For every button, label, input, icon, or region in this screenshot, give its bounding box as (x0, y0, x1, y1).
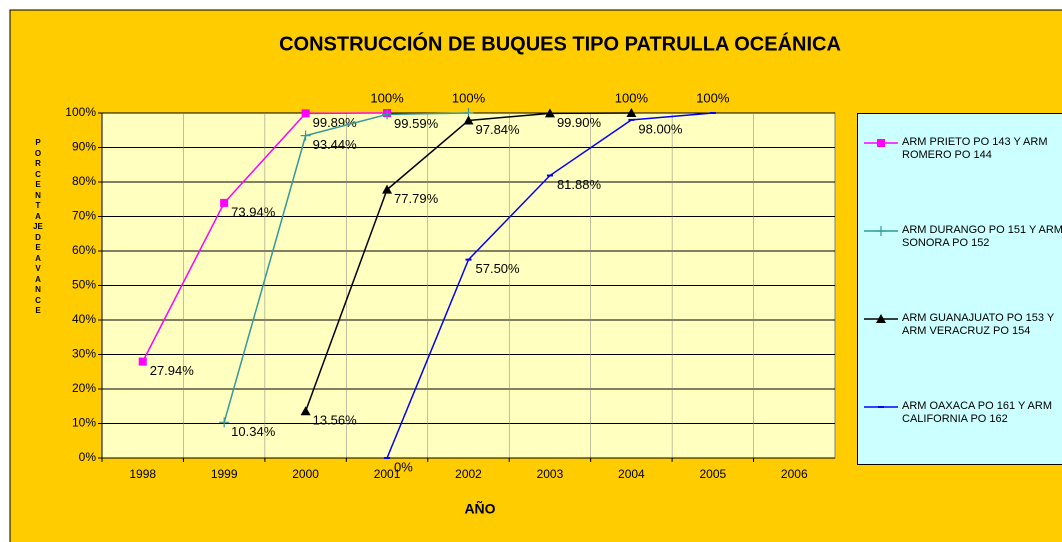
x-tick-label: 2001 (374, 467, 401, 481)
y-tick-label: 90% (72, 140, 96, 154)
x-tick-label: 2004 (618, 467, 645, 481)
data-label: 10.34% (231, 424, 276, 439)
legend-swatch (864, 314, 898, 323)
data-label: 99.59% (394, 116, 439, 131)
marker (301, 109, 310, 118)
series-line (223, 112, 469, 423)
data-label: 27.94% (150, 363, 195, 378)
marker (876, 314, 886, 323)
x-tick-label: 1999 (211, 467, 238, 481)
marker (876, 226, 886, 236)
x-tick-label: 2003 (537, 467, 564, 481)
y-tick-label: 80% (72, 174, 96, 188)
marker (382, 109, 393, 120)
legend-item: ARM PRIETO PO 143 Y ARM ROMERO PO 144 (864, 136, 1062, 176)
data-label: 97.84% (476, 122, 521, 137)
x-tick-label: 2000 (292, 467, 319, 481)
data-label: 99.89% (313, 115, 358, 130)
data-label: 99.90% (557, 115, 602, 130)
y-tick-label: 40% (72, 312, 96, 326)
data-label: 100% (696, 90, 730, 105)
marker (382, 184, 393, 194)
y-tick-label: 50% (72, 278, 96, 292)
legend-swatch (864, 139, 898, 147)
data-label: 13.56% (313, 413, 358, 428)
y-tick-label: 30% (72, 347, 96, 361)
y-tick-label: 100% (65, 105, 96, 119)
marker (877, 139, 885, 147)
marker (463, 115, 474, 125)
legend-label: ARM PRIETO PO 143 Y ARM ROMERO PO 144 (902, 136, 1048, 161)
data-label: 100% (452, 90, 486, 105)
y-tick-label: 20% (72, 381, 96, 395)
data-label: 81.88% (557, 177, 602, 192)
marker (626, 108, 637, 117)
series-line (142, 112, 388, 362)
x-tick-label: 2002 (455, 467, 482, 481)
y-axis-title: PORCENTAJE DE AVANCE (33, 138, 43, 315)
legend-label: ARM OAXACA PO 161 Y ARM CALIFORNIA PO 16… (902, 400, 1052, 425)
data-label: 93.44% (313, 137, 358, 152)
y-tick-label: 60% (72, 243, 96, 257)
x-tick-label: 2006 (781, 467, 808, 481)
legend-item: ARM DURANGO PO 151 Y ARM SONORA PO 152 (864, 224, 1062, 264)
legend-swatch (864, 406, 898, 408)
x-tick-label: 1998 (129, 467, 156, 481)
x-axis-title: AÑO (464, 500, 495, 517)
legend-label: ARM GUANAJUATO PO 153 Y ARM VERACRUZ PO … (902, 312, 1055, 337)
data-label: 0% (394, 459, 413, 474)
y-tick-label: 0% (79, 450, 97, 464)
marker (219, 417, 230, 428)
data-label: 100% (615, 90, 649, 105)
marker (300, 130, 311, 141)
data-label: 57.50% (476, 261, 521, 276)
data-label: 73.94% (231, 204, 276, 219)
data-label: 100% (370, 90, 404, 105)
marker (544, 108, 555, 118)
data-label: 98.00% (638, 121, 683, 136)
legend-label: ARM DURANGO PO 151 Y ARM SONORA PO 152 (902, 224, 1062, 249)
chart-title: CONSTRUCCIÓN DE BUQUES TIPO PATRULLA OCE… (279, 31, 841, 55)
marker (300, 406, 311, 416)
legend: ARM PRIETO PO 143 Y ARM ROMERO PO 144 ARM… (857, 113, 1062, 465)
y-tick-label: 70% (72, 209, 96, 223)
marker (138, 357, 147, 366)
legend-item: ARM OAXACA PO 161 Y ARM CALIFORNIA PO 16… (864, 400, 1062, 440)
legend-item: ARM GUANAJUATO PO 153 Y ARM VERACRUZ PO … (864, 312, 1062, 352)
x-tick-label: 2005 (699, 467, 726, 481)
marker (220, 198, 229, 207)
y-tick-label: 10% (72, 416, 96, 430)
legend-swatch (864, 226, 898, 236)
data-label: 77.79% (394, 191, 439, 206)
